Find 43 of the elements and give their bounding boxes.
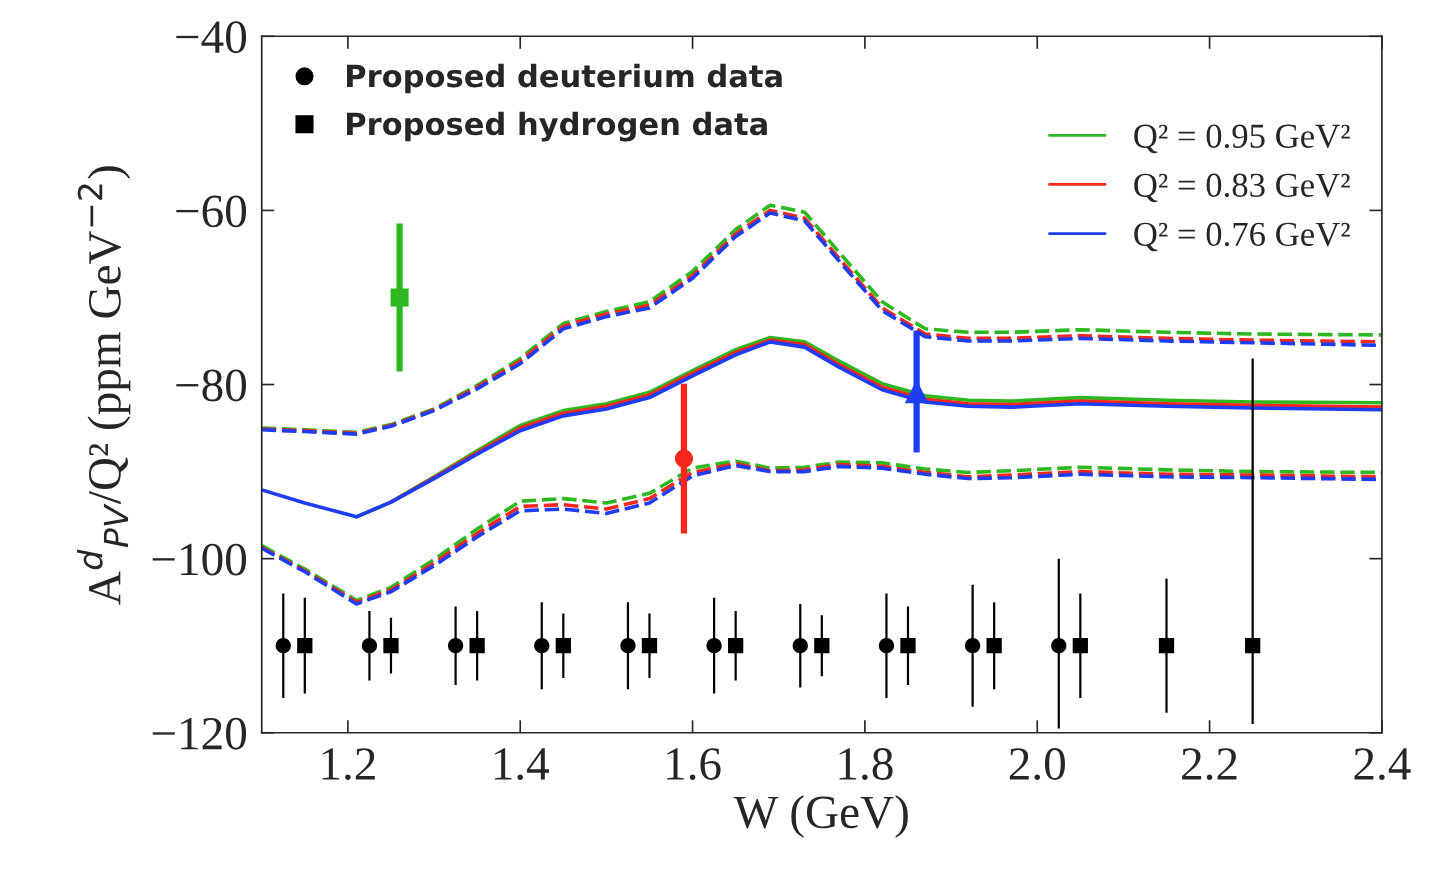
- point: [361, 638, 378, 654]
- y-tick-label: −100: [152, 543, 247, 576]
- point: [986, 638, 1002, 654]
- point: [964, 638, 981, 654]
- point: [900, 638, 916, 654]
- point: [447, 638, 464, 654]
- legend-label: Q² = 0.95 GeV²: [1134, 124, 1350, 154]
- point: [674, 449, 693, 468]
- y-tick-label: −80: [176, 369, 247, 402]
- legend-label: Q² = 0.83 GeV²: [1134, 173, 1350, 203]
- x-tick-label: 1.6: [667, 748, 721, 781]
- point: [383, 638, 399, 654]
- point: [1072, 638, 1088, 654]
- x-tick-label: 2.2: [1182, 748, 1237, 781]
- point: [297, 638, 313, 654]
- point: [1158, 638, 1175, 654]
- point: [878, 638, 895, 654]
- y-tick-label: −40: [176, 21, 247, 54]
- y-tick-label: −60: [176, 195, 247, 228]
- x-tick-label: 1.8: [839, 748, 893, 781]
- point: [706, 638, 722, 654]
- x-tick-label: 1.2: [322, 748, 375, 781]
- point: [534, 638, 550, 654]
- point: [390, 288, 409, 307]
- point: [728, 638, 744, 654]
- point: [1051, 638, 1067, 654]
- legend-label: Q² = 0.76 GeV²: [1134, 222, 1350, 252]
- x-tick-label: 2.0: [1009, 748, 1065, 781]
- point: [1245, 638, 1261, 654]
- point: [814, 638, 830, 654]
- x-axis-title: W (GeV): [733, 795, 908, 838]
- y-axis-title: A$^{d}$$_{PV}$/Q² (ppm GeV$^{−2}$): [77, 166, 131, 605]
- legend-label: Proposed hydrogen data: [347, 111, 767, 142]
- point: [555, 638, 571, 654]
- point: [469, 638, 485, 654]
- point: [792, 638, 808, 654]
- point: [275, 638, 291, 654]
- y-tick-label: −120: [152, 717, 247, 750]
- x-tick-label: 1.4: [494, 748, 549, 781]
- x-tick-label: 2.4: [1354, 748, 1411, 781]
- point: [620, 638, 636, 654]
- point: [641, 638, 658, 654]
- legend-label: Proposed deuterium data: [347, 63, 782, 94]
